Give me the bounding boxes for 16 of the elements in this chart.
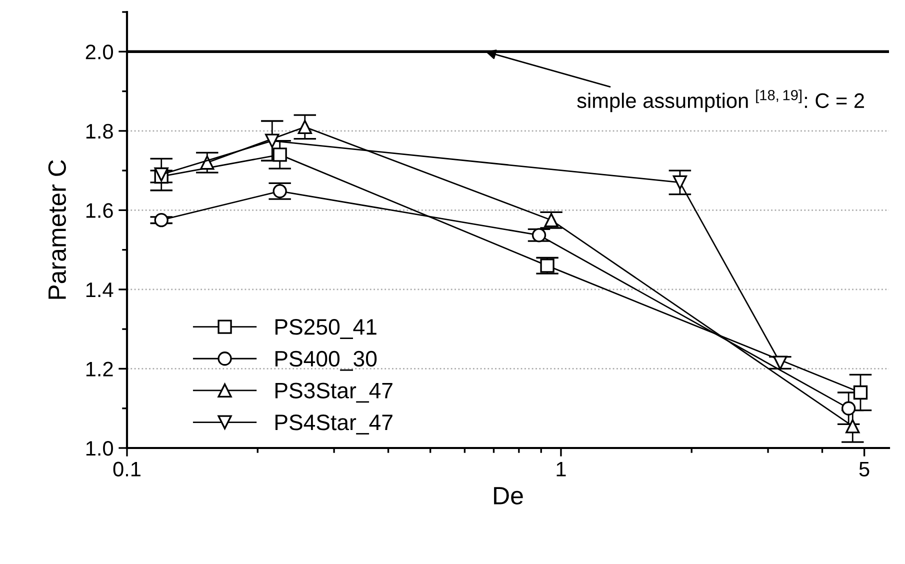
x-tick-label: 1 xyxy=(556,462,566,476)
y-tick-label: 1.8 xyxy=(86,124,113,139)
y-tick-label: 1.2 xyxy=(86,362,113,376)
y-tick-label: 2.0 xyxy=(86,44,113,60)
legend-label: PS250_41 xyxy=(275,319,376,339)
legend-label: PS3Star_47 xyxy=(275,382,392,403)
y-axis-title: Parameter C xyxy=(48,160,66,299)
x-axis-title: De xyxy=(494,487,523,505)
annotation: simple assumption $^{[18,19]}$: C = 2 xyxy=(577,90,864,112)
y-tick-label: 1.6 xyxy=(86,203,113,218)
x-tick-label: 5 xyxy=(859,462,870,476)
y-tick-label: 1.4 xyxy=(86,282,114,298)
legend-label: PS4Star_47 xyxy=(275,414,392,434)
legend-label: PS400_30 xyxy=(275,350,377,371)
x-tick-label: 0.1 xyxy=(113,462,140,476)
y-tick-label: 1.0 xyxy=(86,441,113,456)
